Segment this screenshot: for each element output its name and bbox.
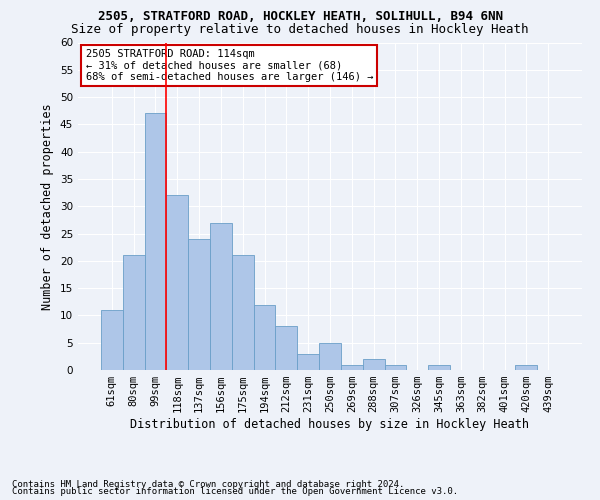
Bar [210, 222, 232, 370]
Bar [145, 114, 166, 370]
Bar [385, 364, 406, 370]
Bar [123, 256, 145, 370]
Bar [275, 326, 297, 370]
Text: Contains public sector information licensed under the Open Government Licence v3: Contains public sector information licen… [12, 487, 458, 496]
Bar [515, 364, 537, 370]
Bar [101, 310, 123, 370]
Text: Size of property relative to detached houses in Hockley Heath: Size of property relative to detached ho… [71, 22, 529, 36]
Bar [188, 239, 210, 370]
Bar [166, 196, 188, 370]
Text: 2505, STRATFORD ROAD, HOCKLEY HEATH, SOLIHULL, B94 6NN: 2505, STRATFORD ROAD, HOCKLEY HEATH, SOL… [97, 10, 503, 23]
Bar [428, 364, 450, 370]
Bar [319, 342, 341, 370]
Bar [341, 364, 363, 370]
X-axis label: Distribution of detached houses by size in Hockley Heath: Distribution of detached houses by size … [131, 418, 530, 431]
Bar [232, 256, 254, 370]
Y-axis label: Number of detached properties: Number of detached properties [41, 103, 55, 310]
Text: 2505 STRATFORD ROAD: 114sqm
← 31% of detached houses are smaller (68)
68% of sem: 2505 STRATFORD ROAD: 114sqm ← 31% of det… [86, 49, 373, 82]
Bar [297, 354, 319, 370]
Text: Contains HM Land Registry data © Crown copyright and database right 2024.: Contains HM Land Registry data © Crown c… [12, 480, 404, 489]
Bar [363, 359, 385, 370]
Bar [254, 304, 275, 370]
